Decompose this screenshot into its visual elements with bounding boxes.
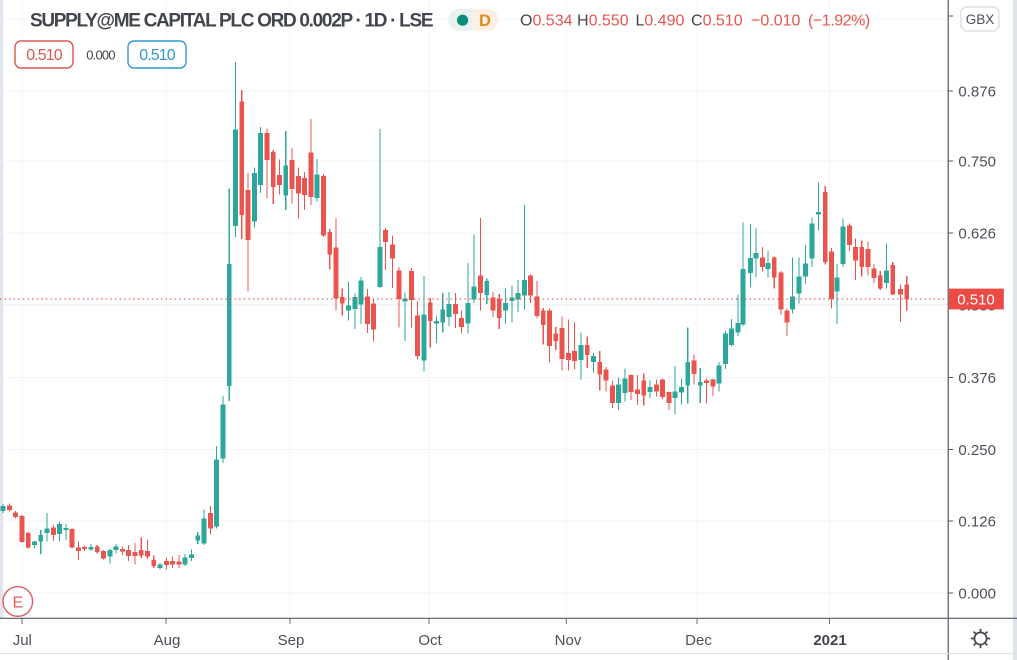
svg-text:0.000: 0.000 — [86, 47, 115, 62]
svg-text:0.750: 0.750 — [958, 153, 996, 170]
svg-text:0.626: 0.626 — [958, 225, 996, 242]
svg-text:L0.490: L0.490 — [636, 13, 685, 30]
svg-text:Dec: Dec — [685, 632, 712, 649]
svg-text:GBX: GBX — [966, 12, 995, 27]
svg-text:Oct: Oct — [418, 632, 442, 649]
svg-text:−0.010: −0.010 — [751, 13, 800, 30]
svg-text:0.510: 0.510 — [957, 291, 995, 308]
svg-text:(−1.92%): (−1.92%) — [808, 13, 870, 30]
svg-text:0.876: 0.876 — [958, 83, 996, 100]
svg-text:0.510: 0.510 — [139, 47, 176, 64]
svg-text:2021: 2021 — [813, 632, 846, 649]
svg-text:Jul: Jul — [13, 632, 32, 649]
svg-text:0.510: 0.510 — [26, 47, 63, 64]
svg-text:0.126: 0.126 — [958, 513, 996, 530]
svg-text:D: D — [479, 12, 491, 30]
svg-text:Sep: Sep — [278, 632, 305, 649]
svg-text:0.376: 0.376 — [958, 370, 996, 387]
svg-text:SUPPLY@ME CAPITAL PLC ORD 0.00: SUPPLY@ME CAPITAL PLC ORD 0.002P · 1D · … — [30, 11, 433, 32]
svg-text:Nov: Nov — [555, 632, 582, 649]
svg-text:O0.534: O0.534 — [520, 13, 573, 30]
svg-text:C0.510: C0.510 — [691, 13, 743, 30]
svg-text:H0.550: H0.550 — [577, 13, 629, 30]
svg-text:0.000: 0.000 — [958, 585, 996, 602]
svg-text:Aug: Aug — [154, 632, 181, 649]
svg-text:0.250: 0.250 — [958, 442, 996, 459]
svg-text:E: E — [12, 595, 23, 612]
